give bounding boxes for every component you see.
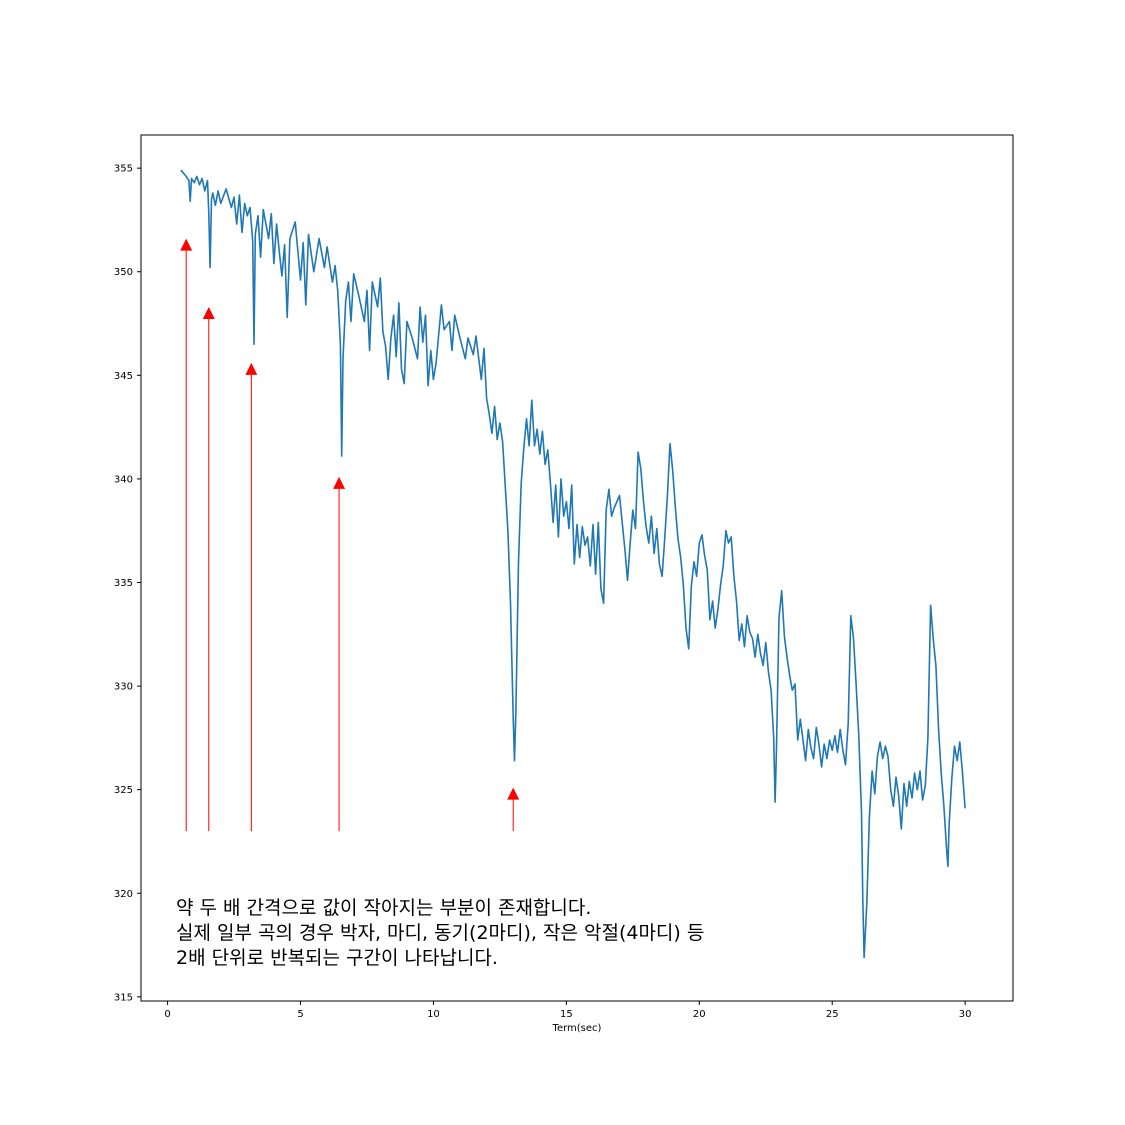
y-tick-label: 345 <box>114 371 133 382</box>
y-axis-ticks: 315 320 325 330 335 340 345 350 355 <box>114 164 141 1003</box>
series-line <box>180 169 966 959</box>
x-tick-label: 0 <box>164 1009 170 1020</box>
arrow-head <box>245 362 258 375</box>
y-tick-label: 340 <box>114 474 133 485</box>
x-tick-label: 5 <box>297 1009 303 1020</box>
y-tick-label: 325 <box>114 785 133 796</box>
note-line-1: 약 두 배 간격으로 값이 작아지는 부분이 존재합니다. <box>176 897 591 919</box>
arrow-head <box>180 238 193 251</box>
x-axis-ticks: 0 5 10 15 20 25 30 <box>164 1001 972 1020</box>
x-tick-label: 15 <box>560 1009 573 1020</box>
arrow-head <box>507 787 520 800</box>
y-tick-label: 330 <box>114 682 133 693</box>
x-tick-label: 20 <box>693 1009 706 1020</box>
series-layer <box>180 169 966 959</box>
note-line-2: 실제 일부 곡의 경우 박자, 마디, 동기(2마디), 작은 악절(4마디) … <box>176 922 704 944</box>
x-tick-label: 25 <box>826 1009 839 1020</box>
arrow-head <box>333 476 346 489</box>
arrow-annotations <box>180 238 520 832</box>
y-tick-label: 315 <box>114 992 133 1003</box>
y-tick-label: 320 <box>114 889 133 900</box>
y-tick-label: 335 <box>114 578 133 589</box>
arrow-head <box>202 306 215 319</box>
x-axis-label: Term(sec) <box>552 1023 602 1034</box>
x-tick-label: 10 <box>427 1009 440 1020</box>
plot-frame <box>140 134 1014 1002</box>
y-tick-label: 350 <box>114 267 133 278</box>
note-line-3: 2배 단위로 반복되는 구간이 나타납니다. <box>176 947 498 969</box>
x-tick-label: 30 <box>959 1009 972 1020</box>
y-tick-label: 355 <box>114 164 133 175</box>
